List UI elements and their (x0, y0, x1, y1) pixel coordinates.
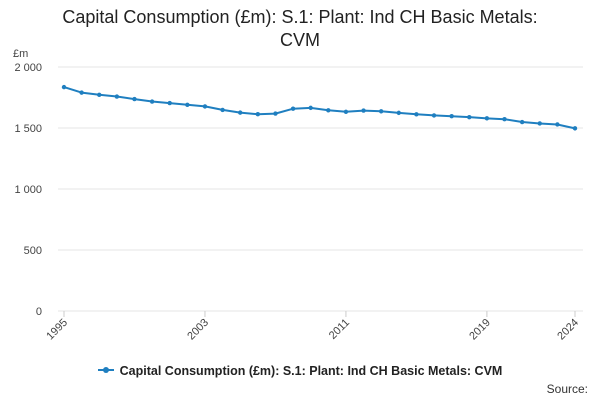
data-point (167, 100, 172, 106)
source-label: Source: (546, 382, 588, 396)
data-point (555, 122, 560, 127)
data-point (502, 117, 507, 122)
data-point (202, 104, 208, 109)
data-point (132, 96, 137, 102)
data-point (378, 109, 384, 114)
data-point (185, 102, 190, 108)
x-tick-label: 2019 (467, 317, 493, 343)
data-point (537, 121, 542, 126)
y-tick-label: 2 000 (14, 62, 42, 74)
chart-title: Capital Consumption (£m): S.1: Plant: In… (0, 6, 600, 52)
y-tick-label: 1 500 (14, 123, 42, 135)
data-point (414, 112, 419, 117)
data-point (449, 113, 454, 119)
chart-legend[interactable]: Capital Consumption (£m): S.1: Plant: In… (0, 364, 600, 378)
legend-series-swatch (97, 366, 114, 373)
y-tick-label: 1 000 (14, 184, 42, 196)
y-tick-label: 500 (24, 245, 42, 257)
data-point (61, 84, 67, 90)
x-tick-label: 1995 (44, 317, 70, 343)
data-point (343, 109, 349, 114)
series-line (63, 86, 576, 130)
data-point (149, 99, 155, 104)
x-tick-label: 2024 (555, 317, 581, 343)
data-point (97, 92, 102, 98)
data-point (326, 108, 331, 113)
chart-title-line-2: CVM (280, 30, 320, 50)
data-point (467, 114, 472, 120)
data-point (519, 119, 525, 125)
y-tick-label: 0 (36, 306, 42, 318)
legend-series-label: Capital Consumption (£m): S.1: Plant: In… (119, 364, 503, 378)
data-point (572, 126, 578, 131)
x-tick-label: 2011 (327, 317, 352, 342)
chart-title-line-1: Capital Consumption (£m): S.1: Plant: In… (62, 7, 538, 27)
data-point (361, 108, 366, 113)
y-axis-unit-label: £m (13, 48, 28, 60)
data-point (79, 90, 84, 95)
data-point (396, 110, 401, 116)
data-point (484, 116, 490, 121)
data-point (290, 106, 296, 111)
data-point (308, 105, 313, 111)
x-tick-label: 2003 (185, 317, 211, 343)
data-point (431, 113, 437, 118)
data-point (255, 112, 261, 117)
data-point (114, 94, 120, 99)
data-point (220, 107, 225, 113)
data-point (273, 111, 278, 116)
data-point (238, 110, 243, 115)
